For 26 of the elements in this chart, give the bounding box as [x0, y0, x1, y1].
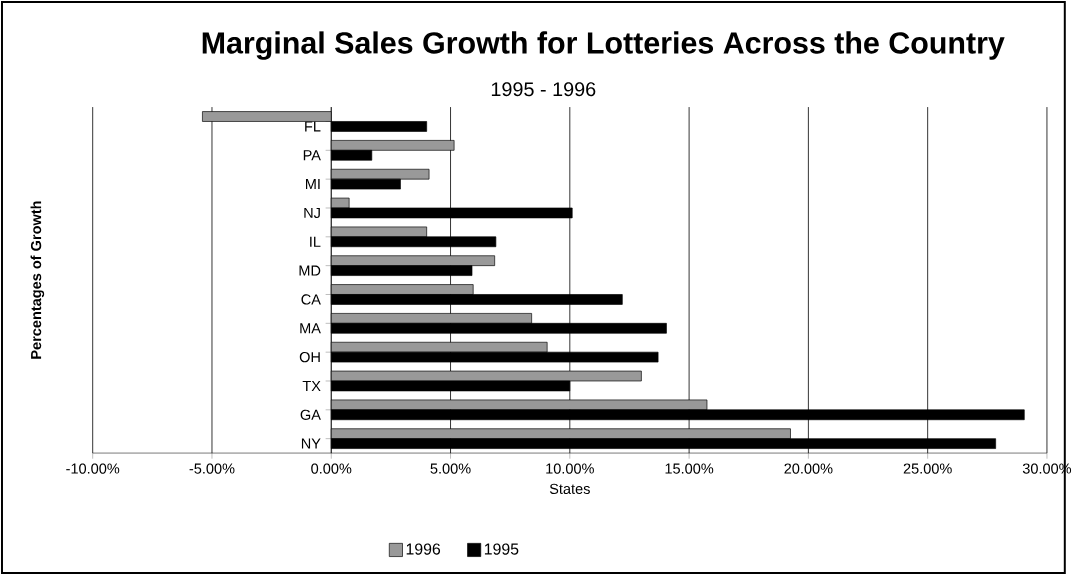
- chart-title: Marginal Sales Growth for Lotteries Across the Country: [202, 31, 1005, 60]
- chart-subtitle: 1995 - 1996: [491, 82, 596, 97]
- legend-label: 1996: [406, 543, 441, 555]
- x-tick-label: -5.00%: [189, 463, 235, 474]
- y-tick-label: GA: [300, 409, 321, 420]
- x-tick-label: 20.00%: [784, 463, 833, 474]
- x-tick-label: 5.00%: [430, 463, 471, 474]
- y-tick-label: OH: [299, 351, 320, 363]
- y-tick-label: PA: [303, 150, 321, 161]
- y-tick-label: NJ: [304, 207, 320, 219]
- y-tick-label: MI: [305, 179, 320, 190]
- y-tick-label: NY: [301, 438, 321, 449]
- y-tick-label: CA: [301, 294, 321, 305]
- x-tick-label: 0.00%: [311, 463, 352, 474]
- y-tick-label: FL: [305, 121, 321, 132]
- x-tick-label: 15.00%: [665, 463, 714, 474]
- legend-label: 1995: [484, 543, 519, 555]
- x-tick-label: 25.00%: [903, 463, 952, 474]
- y-tick-label: MD: [299, 265, 321, 276]
- y-tick-label: IL: [310, 236, 321, 247]
- y-tick-label: MA: [300, 323, 321, 334]
- x-tick-label: -10.00%: [66, 463, 120, 474]
- x-axis-title: States: [549, 483, 590, 494]
- x-tick-label: 10.00%: [546, 463, 594, 474]
- y-axis-title: Percentages of Growth: [30, 201, 45, 359]
- y-tick-label: TX: [302, 380, 321, 391]
